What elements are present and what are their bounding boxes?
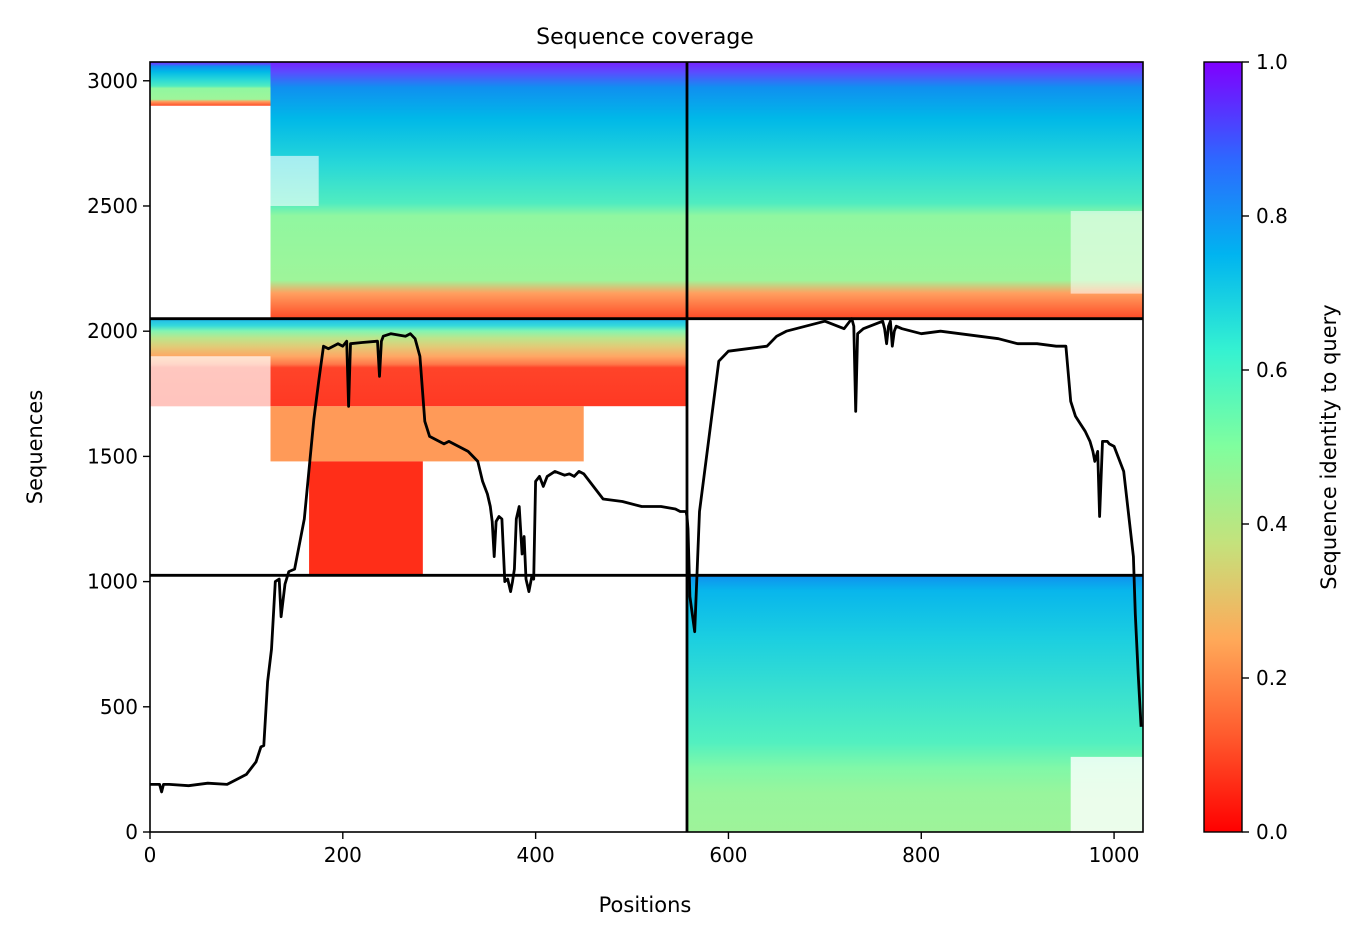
y-tick: 3000 (87, 69, 150, 93)
x-tick: 0 (144, 832, 157, 867)
block-mid-right-white (583, 406, 687, 462)
x-tick-label: 200 (324, 843, 362, 867)
x-tick-label: 800 (902, 843, 940, 867)
block-bottom-right (686, 575, 1143, 832)
y-tick-label: 1000 (87, 570, 138, 594)
colorbar-ticks: 0.0 0.2 0.4 0.6 0.8 1.0 (1242, 50, 1288, 844)
y-tick-label: 1500 (87, 444, 138, 468)
x-tick-label: 400 (517, 843, 555, 867)
colorbar-tick: 0.0 (1242, 820, 1288, 844)
colorbar-tick-label: 0.6 (1256, 358, 1288, 382)
y-tick-label: 2000 (87, 319, 138, 343)
block-middle-left (150, 318, 687, 576)
x-tick: 600 (709, 832, 748, 867)
x-tick-label: 600 (709, 843, 747, 867)
y-tick: 2500 (87, 194, 150, 218)
block-bottom-right-gap (1070, 756, 1143, 832)
x-tick: 800 (902, 832, 940, 867)
block-top-left (150, 62, 687, 319)
block-top-left-nterm (150, 62, 271, 106)
block-mid-nterm-white (150, 356, 271, 457)
y-tick: 0 (125, 820, 150, 844)
y-tick-label: 2500 (87, 194, 138, 218)
msa-blocks (150, 62, 1143, 832)
coverage-line (150, 317, 1143, 794)
block-top-left-gap (270, 155, 319, 206)
colorbar: 0.0 0.2 0.4 0.6 0.8 1.0 Sequence identity to … (1203, 50, 1341, 844)
colorbar-tick-label: 0.2 (1256, 666, 1288, 690)
colorbar-tick-label: 0.8 (1256, 204, 1288, 228)
colorbar-tick-label: 0.4 (1256, 512, 1288, 536)
colorbar-tick: 0.8 (1242, 204, 1288, 228)
colorbar-tick-label: 1.0 (1256, 50, 1288, 74)
y-axis-ticks: 0 500 1000 1500 2000 2500 3000 (87, 69, 150, 844)
block-mid-orange (270, 406, 584, 462)
y-axis-label: Sequences (23, 390, 47, 505)
y-tick: 500 (100, 695, 150, 719)
y-tick-label: 3000 (87, 69, 138, 93)
colorbar-tick-label: 0.0 (1256, 820, 1288, 844)
x-tick: 400 (517, 832, 555, 867)
colorbar-gradient (1203, 61, 1243, 833)
y-tick: 1500 (87, 444, 150, 468)
block-top-right-gap (1070, 210, 1143, 294)
chain-boundary-lines (150, 62, 1143, 832)
y-tick-label: 0 (125, 820, 138, 844)
x-axis-label: Positions (599, 893, 692, 917)
chart-title: Sequence coverage (536, 25, 754, 50)
colorbar-tick: 0.4 (1242, 512, 1288, 536)
block-top-left-main (270, 62, 687, 319)
colorbar-label: Sequence identity to query (1317, 304, 1341, 589)
colorbar-tick: 1.0 (1242, 50, 1288, 74)
x-tick-label: 1000 (1089, 843, 1140, 867)
colorbar-tick: 0.6 (1242, 358, 1288, 382)
x-axis-ticks: 0 200 400 600 800 1000 (144, 832, 1140, 867)
plot-frame (149, 61, 1144, 833)
x-tick: 200 (324, 832, 362, 867)
block-top-left-sparse (150, 105, 271, 181)
y-tick: 1000 (87, 570, 150, 594)
x-tick: 1000 (1089, 832, 1140, 867)
colorbar-tick: 0.2 (1242, 666, 1288, 690)
block-top-right (686, 62, 1143, 319)
y-tick: 2000 (87, 319, 150, 343)
plot-area (149, 61, 1144, 833)
y-tick-label: 500 (100, 695, 138, 719)
block-mid-red (309, 461, 423, 576)
x-tick-label: 0 (144, 843, 157, 867)
